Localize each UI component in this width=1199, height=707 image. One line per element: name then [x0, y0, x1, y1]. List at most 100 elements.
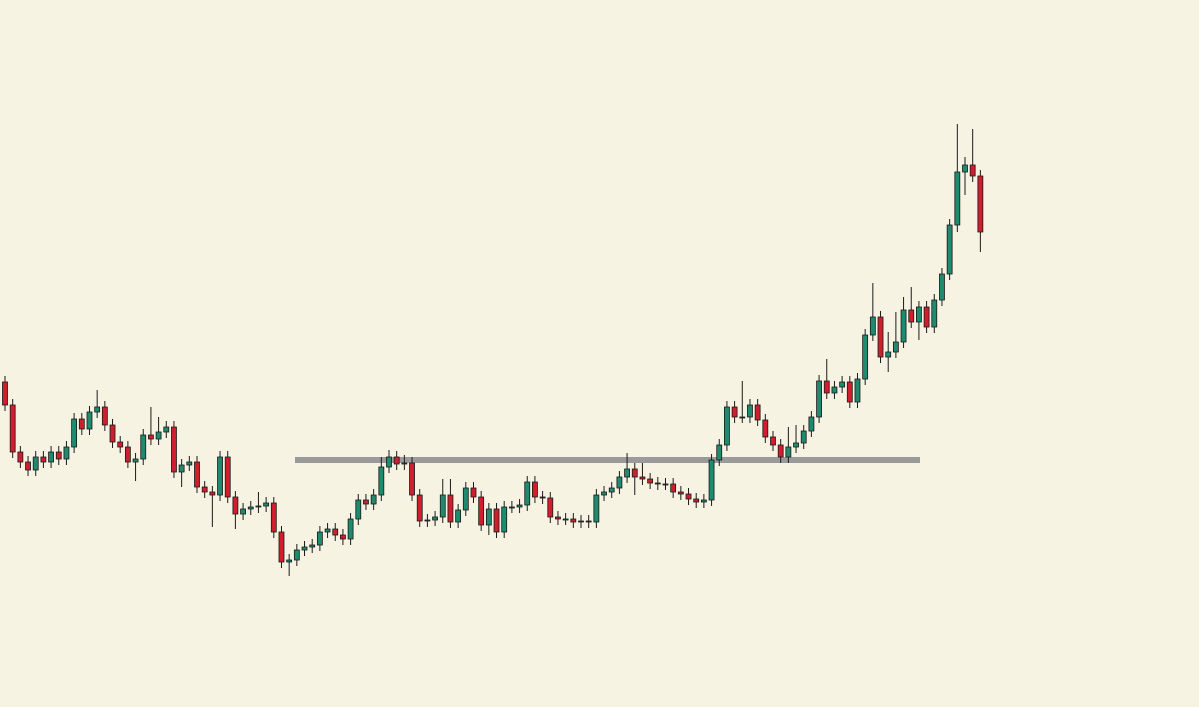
candle-body: [94, 406, 101, 413]
candle-body: [747, 404, 753, 418]
candle-body: [877, 316, 884, 358]
candle-body: [731, 406, 738, 418]
candle-body: [255, 505, 262, 508]
candle-body: [839, 381, 846, 388]
candle-body: [401, 462, 408, 465]
candle-body: [647, 478, 654, 484]
candle-body: [286, 559, 293, 563]
candle-body: [186, 461, 193, 466]
candle-body: [470, 487, 477, 498]
candle-body: [25, 461, 31, 471]
candle-body: [708, 459, 715, 501]
candle-body: [293, 549, 300, 561]
candle-body: [316, 531, 323, 546]
candle-body: [309, 544, 316, 548]
candle-body: [363, 499, 369, 505]
candle-body: [493, 508, 500, 533]
candle-body: [124, 446, 131, 463]
candle-body: [340, 534, 346, 540]
candle-body: [516, 504, 523, 508]
candle-body: [762, 419, 769, 438]
candle-body: [48, 451, 54, 463]
candle-body: [716, 444, 723, 461]
candle-body: [478, 496, 485, 526]
candle-body: [585, 520, 592, 523]
candle-body: [140, 434, 147, 460]
candle-body: [739, 416, 746, 419]
candle-body: [370, 494, 377, 505]
candle-body: [939, 273, 945, 301]
candle-body: [263, 502, 270, 507]
candle-body: [301, 546, 308, 551]
candle-body: [954, 171, 961, 226]
candle-body: [539, 496, 546, 499]
candle-body: [424, 519, 431, 522]
candle-body: [71, 418, 78, 448]
candle-body: [578, 520, 584, 523]
candle-body: [224, 456, 231, 498]
candle-body: [608, 487, 615, 493]
candle-body: [63, 446, 70, 460]
candle-body: [132, 458, 139, 463]
candle-body: [9, 404, 16, 453]
candle-body: [508, 506, 515, 509]
candle-body: [846, 381, 853, 403]
candle-body: [447, 494, 454, 523]
candle-body: [78, 418, 85, 430]
candle-body: [2, 381, 8, 406]
candle-body: [324, 528, 331, 533]
candle-body: [355, 499, 362, 520]
candle-body: [555, 516, 561, 520]
candle-body: [178, 464, 185, 473]
candle-body: [662, 483, 669, 486]
candle-body: [485, 508, 492, 526]
candle-body: [86, 411, 93, 430]
candle-body: [109, 424, 116, 443]
candle-body: [240, 508, 246, 515]
candle-body: [247, 506, 254, 510]
candle-body: [800, 430, 807, 444]
candle-body: [455, 509, 462, 523]
candle-body: [55, 451, 62, 460]
candle-body: [946, 224, 953, 275]
candle-body: [931, 299, 938, 328]
candle-body: [693, 498, 700, 503]
candle-body: [439, 494, 446, 518]
candle-body: [700, 499, 707, 503]
candle-body: [808, 416, 815, 432]
candle-body: [217, 456, 223, 496]
candle-body: [532, 481, 538, 498]
candle-body: [155, 431, 162, 440]
candle-body: [17, 451, 24, 463]
candle-body: [862, 334, 869, 380]
candle-body: [378, 466, 385, 496]
candle-body: [562, 518, 569, 521]
candle-body: [908, 309, 915, 323]
candle-body: [409, 462, 415, 496]
candle-body: [685, 493, 692, 500]
candle-body: [969, 164, 976, 177]
candle-body: [393, 456, 400, 465]
candle-body: [171, 426, 177, 473]
candle-body: [270, 502, 277, 533]
candle-body: [101, 406, 108, 426]
candle-body: [916, 306, 922, 323]
candle-body: [854, 378, 861, 403]
candle-body: [593, 494, 600, 523]
candle-body: [570, 518, 577, 523]
candle-body: [194, 461, 200, 488]
candle-body: [601, 491, 607, 496]
candle-body: [900, 309, 907, 343]
candle-body: [462, 487, 469, 511]
candle-body: [962, 164, 968, 173]
candle-body: [754, 404, 761, 421]
candle-body: [386, 456, 392, 468]
candle-body: [278, 531, 285, 563]
candle-body: [209, 491, 216, 496]
candle-body: [770, 436, 776, 446]
candle-body: [432, 516, 438, 521]
candle-body: [892, 341, 899, 353]
candle-body: [816, 380, 822, 418]
